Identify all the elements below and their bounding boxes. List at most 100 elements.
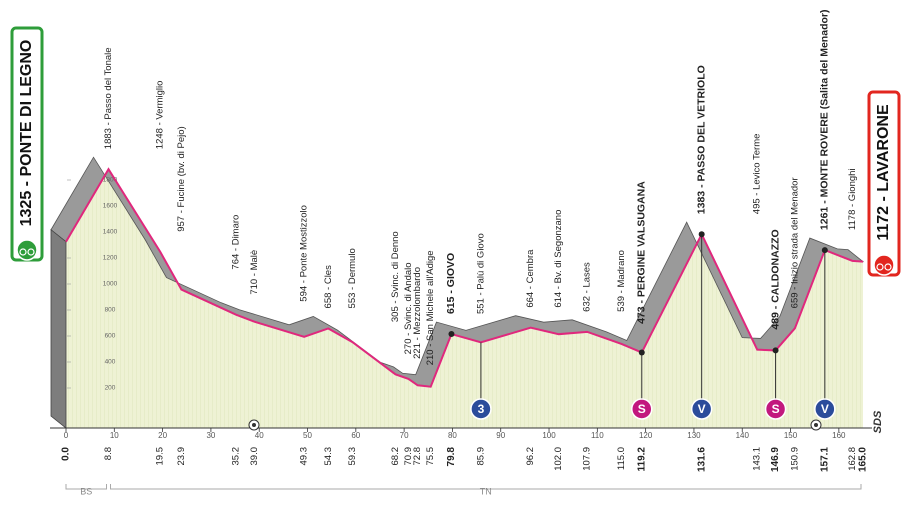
y-tick-label: 1200: [103, 255, 118, 262]
x-tick-label: 150: [784, 431, 798, 440]
km-label: 157.1: [819, 447, 830, 472]
waypoint-label: 270 - Svinc. di Andalo: [403, 262, 414, 354]
waypoint-label: 305 - Svinc. di Denno: [390, 231, 401, 322]
annotation-layer: 0 10 20 30 40 50 60 70 80 90 100 110 120 130 140 150 160…: [10, 10, 901, 496]
km-label: 85.9: [475, 447, 486, 466]
km-label: 59.3: [347, 447, 358, 466]
marker-label: 3: [478, 402, 485, 416]
y-tick-label: 1600: [103, 203, 118, 210]
waypoint-label: 489 - CALDONAZZO: [769, 229, 781, 329]
km-label: 49.3: [299, 447, 310, 466]
km-label: 8.8: [103, 447, 114, 460]
km-label: 70.9: [403, 447, 414, 466]
marker-label: S: [638, 402, 646, 416]
x-tick-label: 20: [158, 431, 167, 440]
logo: SDS: [872, 410, 884, 433]
waypoint-dot: [821, 247, 828, 254]
location-icon: [873, 254, 895, 276]
marker-label: V: [698, 402, 706, 416]
waypoint-label: 664 - Cembra: [525, 249, 536, 308]
waypoint-dot: [448, 331, 455, 338]
marker-label: V: [821, 402, 829, 416]
x-tick-label: 120: [639, 431, 653, 440]
km-label: 54.3: [323, 447, 334, 466]
location-label: 1325 - PONTE DI LEGNO: [18, 40, 35, 227]
x-tick-label: 50: [303, 431, 312, 440]
y-tick-label: 200: [105, 385, 116, 392]
waypoint-label: 710 - Malè: [249, 250, 260, 295]
waypoint-label: 551 - Palù di Giovo: [475, 233, 486, 314]
marker-badge: [470, 398, 492, 420]
location-icon: [16, 239, 38, 261]
km-label: 115.0: [616, 447, 627, 470]
km-label: 75.5: [425, 447, 436, 466]
km-label: 119.2: [636, 447, 647, 472]
waypoint-label: 1178 - Gionghi: [847, 168, 858, 230]
x-tick-label: 80: [448, 431, 457, 440]
y-tick-label: 400: [105, 359, 116, 366]
km-label: 39.0: [249, 447, 260, 466]
waypoint-label: 1261 - MONTE ROVERE (Salita del Menador): [819, 10, 831, 231]
km-label: 107.9: [582, 447, 593, 471]
x-tick-label: 130: [687, 431, 701, 440]
x-tick-label: 60: [351, 431, 360, 440]
km-label: 150.9: [789, 447, 800, 471]
feed-icon-dot: [814, 423, 818, 427]
x-tick-label: 90: [496, 431, 505, 440]
location-icon-wheel: [27, 248, 35, 256]
x-tick-label: 100: [542, 431, 556, 440]
waypoint-label: 210 - San Michele all'Adige: [425, 250, 436, 365]
waypoint-label: 614 - Bv. di Segonzano: [553, 210, 564, 308]
marker-label: S: [772, 402, 780, 416]
marker-badge: [690, 398, 713, 420]
x-tick-label: 40: [255, 431, 264, 440]
km-label: 72.8: [412, 447, 423, 466]
waypoint-label: 1883 - Passo del Tonale: [103, 47, 114, 149]
marker-badge: [814, 398, 836, 420]
x-tick-label: 160: [832, 431, 846, 440]
km-label: 68.2: [390, 447, 401, 466]
location-icon-wheel: [876, 263, 884, 271]
region-label: BS: [80, 486, 92, 496]
y-tick-label: 800: [105, 307, 116, 314]
waypoint-label: 957 - Fucine (bv. di Pejo): [176, 126, 187, 231]
profile-area: [66, 169, 863, 428]
x-tick-label: 10: [110, 431, 119, 440]
region-bracket: [110, 484, 862, 490]
waypoint-label: 615 - GIOVO: [445, 253, 457, 314]
km-label: 165.0: [858, 447, 869, 472]
waypoint-label: 632 - Lases: [582, 262, 593, 312]
km-label: 0.0: [61, 447, 72, 461]
x-tick-label: 140: [736, 431, 750, 440]
location-icon-wheel: [19, 248, 27, 256]
region-label: TN: [480, 486, 492, 496]
x-tick-label: 70: [400, 431, 409, 440]
km-label: 162.8: [847, 447, 858, 471]
profile-front-face: [50, 228, 67, 429]
km-label: 102.0: [553, 447, 564, 471]
waypoint-dot: [772, 347, 779, 354]
x-tick-label: 0: [64, 431, 69, 440]
km-label: 96.2: [525, 447, 536, 466]
waypoint-label: 473 - PERGINE VALSUGANA: [636, 181, 648, 324]
x-tick-label: 30: [206, 431, 215, 440]
marker-badge: [764, 398, 787, 420]
location-icon-wheel: [884, 263, 892, 271]
y-tick-label: 1400: [103, 229, 118, 236]
km-label: 19.5: [155, 447, 166, 466]
waypoint-label: 553 - Dermulo: [347, 248, 358, 308]
km-label: 23.9: [176, 447, 187, 466]
waypoint-label: 659 - Inizio strada del Menador: [789, 177, 800, 308]
km-label: 35.2: [231, 447, 242, 466]
waypoint-label: 764 - Dimaro: [231, 215, 242, 270]
waypoint-label: 1248 - Vermiglio: [155, 81, 166, 150]
waypoint-label: 221 - Mezzolombardo: [412, 267, 423, 359]
marker-badge: [631, 398, 653, 420]
region-bracket: [65, 484, 108, 490]
waypoint-label: 594 - Ponte Mostizzolo: [299, 205, 310, 302]
x-tick-label: 110: [591, 431, 604, 440]
y-tick-label: 1000: [103, 281, 118, 288]
waypoint-label: 495 - Levico Terme: [752, 134, 763, 215]
